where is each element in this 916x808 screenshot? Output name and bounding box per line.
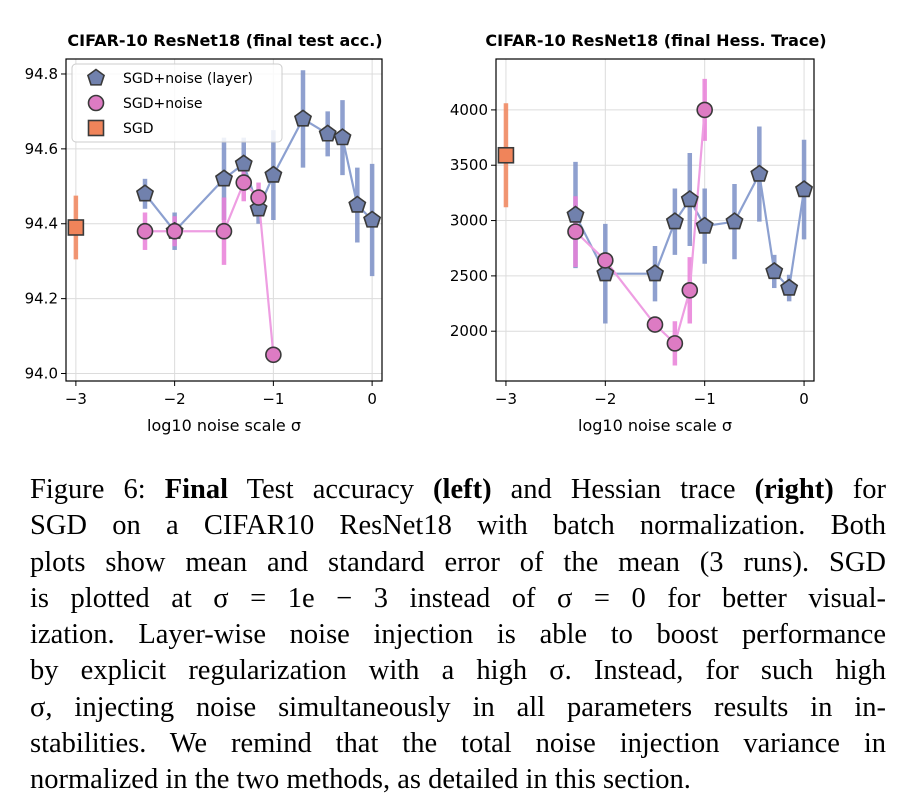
y-tick-label: 2000: [450, 322, 488, 340]
y-tick-label: 94.4: [25, 215, 58, 233]
x-tick-label: −1: [262, 390, 284, 408]
plot-frame: [65, 58, 383, 382]
data-point: [264, 165, 283, 183]
caption-text: normalized in the two methods, as detail…: [30, 764, 691, 796]
data-point: [363, 210, 382, 228]
data-point: [234, 154, 253, 172]
y-tick-label: 94.6: [25, 140, 58, 158]
data-point: [725, 212, 744, 230]
figure: CIFAR-10 ResNet18 (final test acc.) −3 −2 −…: [25, 31, 827, 435]
data-point: [235, 174, 253, 191]
data-point: [566, 205, 585, 223]
data-point: [135, 184, 155, 202]
caption-bold-text: (left): [433, 474, 492, 505]
y-tick-label: 3000: [450, 212, 488, 230]
data-point: [696, 101, 713, 119]
legend-box: [71, 63, 283, 143]
caption-text: stabilities. We remind that the total no…: [30, 728, 886, 760]
caption-line: Figure 6: Final Test accuracy (left) and…: [30, 472, 886, 508]
caption-line: by explicit regularization with a high σ…: [30, 653, 886, 689]
data-point: [67, 219, 85, 236]
caption-text: Figure 6:: [30, 474, 165, 505]
legend-marker: [87, 94, 105, 112]
left-chart-panel: CIFAR-10 ResNet18 (final test acc.) −3 −2 −…: [25, 31, 383, 435]
caption-text: by explicit regularization with a high σ…: [30, 655, 886, 687]
data-point: [250, 189, 267, 206]
y-tick-label: 94.8: [25, 65, 58, 83]
caption-text: ization. Layer-wise noise injection is a…: [30, 619, 886, 651]
data-point: [214, 169, 234, 187]
data-point: [567, 223, 584, 240]
legend-label: SGD: [123, 121, 154, 137]
data-point: [695, 216, 714, 234]
data-point: [597, 252, 614, 269]
data-point: [795, 180, 814, 198]
legend-label: SGD+noise (layer): [123, 71, 253, 87]
x-tick-label: −3: [65, 390, 87, 408]
data-point: [497, 146, 515, 164]
legend-marker: [86, 68, 106, 86]
right-chart-panel: CIFAR-10 ResNet18 (final Hess. Trace) −3 −…: [450, 31, 827, 435]
y-tick-label: 4000: [450, 101, 488, 119]
data-point: [646, 316, 664, 333]
data-point: [645, 264, 665, 282]
caption-text: SGD on a CIFAR10 ResNet18 with batch nor…: [30, 510, 886, 542]
data-point: [265, 346, 282, 364]
legend: SGD+noise (layer) SGD+noise SGD: [71, 63, 283, 143]
caption-line: normalized in the two methods, as detail…: [30, 762, 886, 798]
caption-line: σ, injecting noise simultaneously in all…: [30, 690, 886, 726]
y-tick-label: 3500: [450, 156, 488, 174]
data-point: [765, 261, 784, 280]
data-point: [136, 222, 154, 240]
data-point: [215, 222, 233, 240]
legend-label: SGD+noise: [123, 96, 202, 112]
x-tick-label: 0: [367, 390, 377, 408]
caption-text: and Hessian trace: [491, 474, 755, 505]
data-point: [666, 335, 684, 352]
caption-text: for: [833, 474, 886, 505]
data-point: [680, 190, 699, 208]
caption-line: SGD on a CIFAR10 ResNet18 with batch nor…: [30, 508, 886, 544]
x-axis-label: log10 noise scale σ: [147, 416, 301, 435]
series-line: [574, 109, 706, 346]
data-point: [293, 109, 313, 127]
caption-line: is plotted at σ = 1e − 3 instead of σ = …: [30, 581, 886, 617]
data-point: [596, 264, 615, 282]
chart-title: CIFAR-10 ResNet18 (final test acc.): [67, 31, 382, 50]
x-tick-label: −2: [594, 390, 616, 408]
caption-text: σ, injecting noise simultaneously in all…: [30, 691, 886, 723]
data-point: [166, 222, 183, 240]
data-point: [318, 124, 337, 142]
caption-line: ization. Layer-wise noise injection is a…: [30, 617, 886, 653]
y-tick-label: 2500: [450, 267, 488, 285]
plot-frame: [495, 58, 815, 382]
y-tick-label: 94.2: [25, 290, 58, 308]
caption-line: plots show mean and standard error of th…: [30, 545, 886, 581]
caption-text: is plotted at σ = 1e − 3 instead of σ = …: [30, 582, 886, 614]
caption-text: Test accuracy: [228, 474, 434, 505]
caption-line: stabilities. We remind that the total no…: [30, 726, 886, 762]
y-tick-label: 94.0: [25, 365, 58, 383]
caption-text: plots show mean and standard error of th…: [30, 546, 886, 578]
data-point: [348, 195, 367, 213]
data-point: [750, 164, 769, 182]
data-point: [681, 281, 699, 299]
chart-title: CIFAR-10 ResNet18 (final Hess. Trace): [485, 31, 826, 50]
x-tick-label: −2: [164, 390, 186, 408]
x-tick-label: −1: [694, 390, 716, 408]
x-tick-label: 0: [799, 390, 809, 408]
x-tick-label: −3: [495, 390, 517, 408]
figure-caption: Figure 6: Final Test accuracy (left) and…: [30, 472, 886, 799]
x-axis-label: log10 noise scale σ: [578, 416, 732, 435]
legend-marker: [87, 119, 105, 137]
data-point: [780, 278, 799, 296]
caption-bold-text: Final: [164, 474, 229, 505]
caption-bold-text: (right): [754, 474, 834, 505]
data-point: [333, 128, 352, 146]
data-point: [665, 212, 684, 230]
